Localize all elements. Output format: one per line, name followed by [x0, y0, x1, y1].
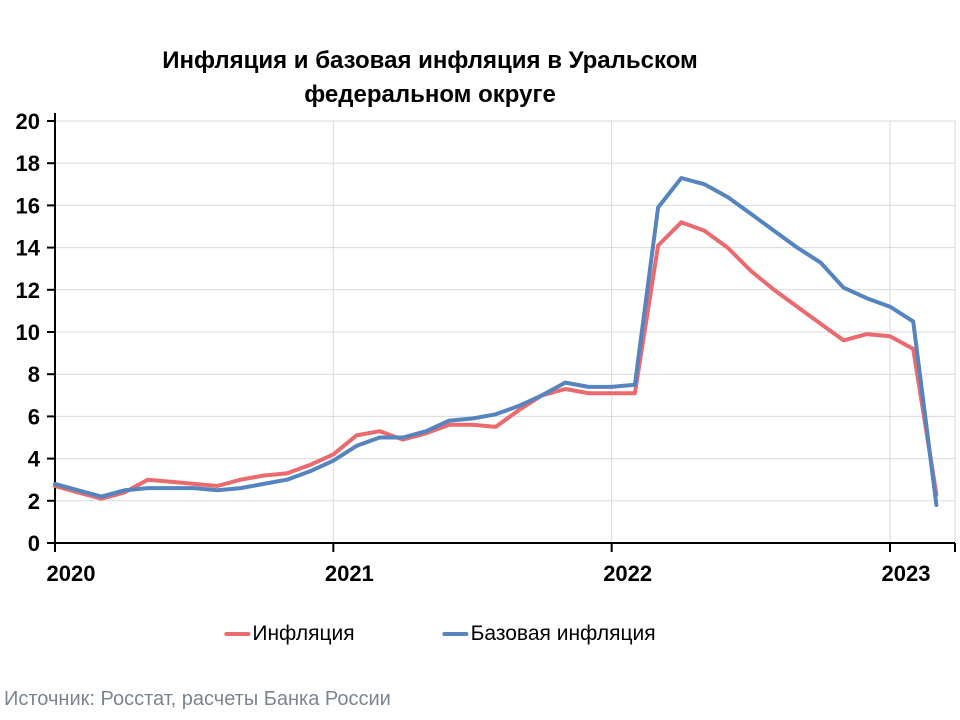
legend-label-inflation: Инфляция	[252, 622, 355, 645]
y-tick-label: 10	[16, 320, 40, 345]
inflation-line-swatch-icon	[224, 632, 251, 636]
legend-label-core-inflation: Базовая инфляция	[470, 622, 656, 645]
chart-title: Инфляция и базовая инфляция в Уральском …	[162, 47, 698, 109]
source-note: Источник: Росстат, расчеты Банка России	[4, 688, 391, 710]
series-line-inflation	[53, 220, 939, 501]
y-tick-label: 16	[16, 193, 40, 218]
y-tick-label: 18	[16, 151, 40, 176]
chart-legend: Инфляция Базовая инфляция	[224, 622, 656, 646]
series-line-core-inflation	[53, 176, 939, 507]
x-tick-label: 2022	[603, 561, 652, 586]
x-tick-label: 2023	[882, 561, 931, 586]
legend-item-inflation: Инфляция	[224, 622, 355, 646]
y-tick-label: 12	[16, 278, 40, 303]
y-tick-label: 8	[28, 362, 40, 387]
legend-item-core-inflation: Базовая инфляция	[442, 622, 656, 646]
x-tick-label: 2021	[325, 561, 374, 586]
y-tick-label: 20	[16, 109, 40, 134]
y-tick-label: 6	[28, 404, 40, 429]
core-inflation-line-swatch-icon	[442, 632, 469, 636]
x-tick-label: 2020	[47, 561, 96, 586]
y-tick-label: 2	[28, 489, 40, 514]
y-tick-label: 14	[16, 236, 41, 261]
y-tick-label: 4	[28, 447, 41, 472]
y-tick-label: 0	[28, 531, 40, 556]
